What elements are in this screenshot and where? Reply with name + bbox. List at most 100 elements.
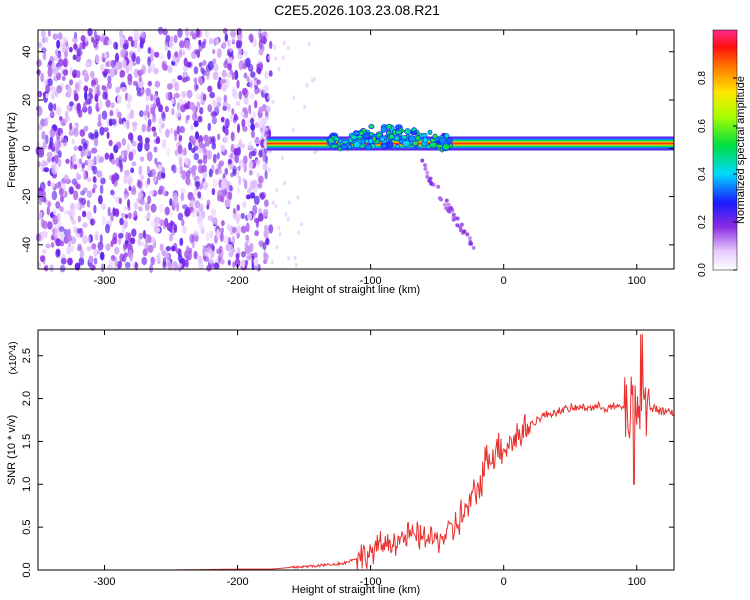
heatmap-cell	[368, 138, 374, 144]
heatmap-cell	[173, 92, 180, 99]
heatmap-cell	[438, 136, 447, 144]
heatmap-cell	[141, 124, 146, 133]
heatmap-cell	[110, 102, 115, 109]
heatmap-cell	[47, 221, 53, 230]
heatmap-cell	[145, 95, 150, 102]
heatmap-cell	[125, 231, 129, 242]
heatmap-cell	[173, 34, 178, 44]
heatmap-cell	[210, 208, 217, 217]
heatmap-cell	[169, 220, 174, 227]
heatmap-cell	[435, 143, 444, 149]
heatmap-cell	[162, 257, 167, 267]
heatmap-cell	[200, 99, 205, 106]
heatmap-cell	[158, 52, 165, 61]
heatmap-cell	[220, 227, 224, 235]
heatmap-cell	[146, 165, 150, 174]
heatmap-cell	[170, 98, 175, 105]
heatmap-cell	[462, 229, 467, 234]
heatmap-cell	[221, 144, 226, 153]
heatmap-cell	[123, 242, 128, 250]
heatmap-cell	[210, 249, 215, 258]
heatmap-cell	[63, 117, 68, 124]
y-tick-label: 2.5	[21, 348, 33, 363]
heatmap-cell	[123, 59, 127, 69]
heatmap-cell	[133, 68, 140, 79]
heatmap-cell	[40, 218, 45, 228]
heatmap-cell	[171, 245, 176, 252]
heatmap-cell	[262, 208, 269, 217]
colorbar-tick-label: 0.4	[697, 167, 708, 181]
heatmap-cell	[158, 104, 164, 113]
heatmap-cell	[447, 209, 452, 214]
heatmap-cell	[94, 94, 98, 102]
heatmap-cell	[114, 208, 120, 217]
heatmap-cell	[179, 165, 183, 175]
heatmap-cell	[236, 204, 240, 212]
heatmap-cell	[341, 139, 349, 145]
heatmap-cell	[174, 51, 179, 58]
heatmap-cell	[106, 131, 110, 139]
heatmap-cell	[253, 195, 260, 205]
heatmap-cell	[66, 246, 71, 255]
heatmap-cell	[284, 212, 288, 217]
heatmap-cell	[268, 125, 272, 130]
heatmap-cell	[379, 136, 386, 142]
heatmap-cell	[256, 67, 262, 74]
heatmap-cell	[194, 181, 201, 188]
heatmap-cell	[155, 136, 161, 145]
heatmap-cell	[45, 243, 51, 249]
heatmap-cell	[258, 212, 264, 222]
heatmap-cell	[250, 71, 256, 78]
heatmap-cell	[39, 211, 43, 218]
heatmap-x-ticks: -300 -200 -100 0 100	[94, 30, 646, 287]
heatmap-cell	[207, 215, 214, 221]
heatmap-cell	[237, 123, 240, 134]
heatmap-cell	[207, 104, 213, 113]
heatmap-cell	[232, 226, 237, 234]
heatmap-cell	[83, 142, 88, 150]
heatmap-cell	[219, 79, 223, 85]
heatmap-cell	[119, 30, 123, 38]
heatmap-cell	[216, 48, 222, 59]
heatmap-cell	[93, 204, 97, 214]
heatmap-cell	[394, 144, 401, 149]
heatmap-cell	[293, 255, 297, 261]
colorbar-tick-label: 0.0	[697, 263, 708, 277]
heatmap-cell	[61, 36, 68, 45]
heatmap-cell	[181, 90, 187, 99]
heatmap-cell	[78, 145, 83, 152]
heatmap-cell	[235, 213, 241, 223]
heatmap-cell	[127, 73, 133, 82]
heatmap-cell	[91, 165, 96, 171]
heatmap-cell	[66, 234, 73, 242]
heatmap-cell	[105, 99, 111, 108]
heatmap-cell	[76, 70, 81, 79]
heatmap-cell	[458, 225, 463, 230]
heatmap-cell	[46, 206, 50, 216]
heatmap-cell	[226, 72, 233, 78]
colorbar-label: Normalized spectral amplitude	[735, 76, 747, 224]
heatmap-cell	[69, 66, 73, 76]
heatmap-cell	[114, 257, 118, 267]
heatmap-cell	[83, 101, 87, 112]
heatmap-cell	[177, 75, 183, 81]
heatmap-cell	[84, 90, 88, 101]
heatmap-cell	[216, 228, 220, 239]
heatmap-cell	[199, 141, 203, 149]
heatmap-cell	[169, 127, 174, 135]
heatmap-cell	[274, 56, 278, 61]
heatmap-cell	[51, 242, 55, 248]
heatmap-cell	[412, 140, 419, 146]
heatmap-cell	[97, 241, 104, 251]
colorbar: 0.0 0.2 0.4 0.6 0.8 Normalized spectral ampl…	[697, 29, 747, 277]
heatmap-cell	[79, 249, 85, 259]
heatmap-cell	[131, 53, 136, 62]
heatmap-cell	[270, 260, 274, 265]
heatmap-cell	[193, 152, 199, 161]
heatmap-cell	[146, 151, 153, 162]
heatmap-cell	[124, 261, 131, 269]
heatmap-cell	[76, 174, 82, 180]
heatmap-cell	[135, 32, 141, 39]
heatmap-cell	[170, 35, 174, 43]
heatmap-cell	[87, 158, 93, 166]
